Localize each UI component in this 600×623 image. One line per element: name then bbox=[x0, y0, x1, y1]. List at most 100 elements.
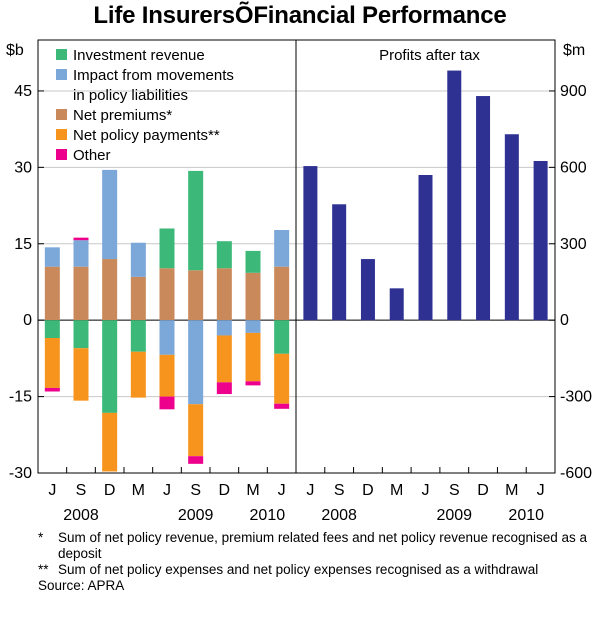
legend-label: Investment revenue bbox=[73, 47, 205, 64]
left-x-tick-label: S bbox=[76, 482, 87, 499]
right-year-label: 2010 bbox=[508, 507, 544, 524]
footnote-1-marker: * bbox=[38, 530, 44, 545]
left-bar-segment bbox=[130, 320, 146, 352]
profit-bar bbox=[533, 160, 548, 321]
right-unit-label: $m bbox=[563, 42, 585, 59]
left-bar-segment bbox=[188, 456, 204, 464]
left-bar-segment bbox=[188, 320, 204, 405]
left-bar-segment bbox=[216, 382, 232, 395]
left-bar-segment bbox=[130, 276, 146, 321]
profit-bar bbox=[360, 259, 375, 321]
left-bar-segment bbox=[159, 396, 175, 410]
legend-swatch bbox=[56, 149, 67, 160]
left-unit-label: $b bbox=[6, 42, 24, 59]
left-bar-segment bbox=[245, 332, 261, 382]
footnote-2-text: Sum of net policy expenses and net polic… bbox=[58, 562, 539, 577]
right-x-tick-label: J bbox=[306, 482, 314, 499]
left-bar-segment bbox=[102, 259, 118, 321]
right-year-label: 2008 bbox=[321, 507, 357, 524]
left-bar-segment bbox=[274, 403, 290, 409]
left-bar-segment bbox=[159, 268, 175, 321]
left-bar-segment bbox=[274, 353, 290, 404]
left-bar-segment bbox=[188, 404, 204, 457]
left-bar-segment bbox=[216, 320, 232, 336]
profit-bar bbox=[447, 70, 462, 321]
left-x-tick-label: J bbox=[163, 482, 171, 499]
left-bar-segment bbox=[73, 320, 89, 349]
legend-swatch bbox=[56, 129, 67, 140]
left-year-label: 2010 bbox=[250, 507, 286, 524]
left-x-tick-label: J bbox=[278, 482, 286, 499]
right-panel-title: Profits after tax bbox=[379, 47, 480, 64]
left-x-tick-label: M bbox=[246, 482, 259, 499]
right-x-tick-label: S bbox=[334, 482, 345, 499]
right-x-tick-label: J bbox=[537, 482, 545, 499]
legend-label: Net premiums* bbox=[73, 107, 172, 124]
left-bar-segment bbox=[130, 351, 146, 398]
right-y-tick-label: -600 bbox=[560, 465, 592, 482]
left-bar-segment bbox=[102, 320, 118, 413]
left-bar-segment bbox=[245, 381, 261, 386]
left-year-label: 2008 bbox=[63, 507, 99, 524]
footnote-1-text: Sum of net policy revenue, premium relat… bbox=[58, 530, 588, 561]
right-x-tick-label: M bbox=[505, 482, 518, 499]
left-bar-segment bbox=[274, 320, 290, 354]
right-year-label: 2009 bbox=[436, 507, 472, 524]
left-y-tick-label: 0 bbox=[23, 312, 32, 329]
profit-bar bbox=[418, 174, 433, 321]
left-bar-segment bbox=[73, 348, 89, 401]
left-bar-segment bbox=[245, 272, 261, 321]
left-bar-segment bbox=[188, 270, 204, 321]
left-bar-segment bbox=[102, 169, 118, 260]
left-y-tick-label: -30 bbox=[9, 465, 32, 482]
left-bar-segment bbox=[159, 228, 175, 269]
left-bar-segment bbox=[188, 170, 204, 271]
right-y-tick-label: 300 bbox=[560, 236, 587, 253]
bars bbox=[44, 70, 548, 472]
legend-label: Other bbox=[73, 147, 111, 164]
right-y-tick-label: 0 bbox=[560, 312, 569, 329]
legend-label: Impact from movements bbox=[73, 67, 234, 84]
right-x-tick-label: S bbox=[449, 482, 460, 499]
left-bar-segment bbox=[44, 320, 60, 339]
left-bar-segment bbox=[130, 242, 146, 277]
left-bar-segment bbox=[44, 387, 60, 392]
left-x-tick-label: S bbox=[190, 482, 201, 499]
profit-bar bbox=[303, 166, 318, 321]
chart-title: Life InsurersÕFinancial Performance bbox=[93, 2, 507, 29]
left-x-tick-label: J bbox=[48, 482, 56, 499]
left-y-tick-label: -15 bbox=[9, 389, 32, 406]
left-bar-segment bbox=[73, 240, 89, 267]
legend-swatch bbox=[56, 109, 67, 120]
legend-swatch bbox=[56, 69, 67, 80]
left-bar-segment bbox=[159, 354, 175, 397]
left-x-tick-label: M bbox=[132, 482, 145, 499]
legend-label: Net policy payments** bbox=[73, 127, 220, 144]
legend-swatch bbox=[56, 49, 67, 60]
profit-bar bbox=[389, 288, 404, 321]
left-bar-segment bbox=[159, 320, 175, 355]
footnote-2: ** Sum of net policy expenses and net po… bbox=[38, 562, 588, 578]
right-x-tick-label: D bbox=[477, 482, 489, 499]
left-bar-segment bbox=[245, 320, 261, 333]
footnote-2-marker: ** bbox=[38, 562, 49, 577]
profit-bar bbox=[504, 134, 519, 321]
left-bar-segment bbox=[216, 268, 232, 321]
profit-bar bbox=[332, 204, 347, 321]
right-y-tick-label: -300 bbox=[560, 389, 592, 406]
legend-label-cont: in policy liabilities bbox=[73, 87, 188, 104]
left-bar-segment bbox=[216, 241, 232, 269]
left-bar-segment bbox=[216, 335, 232, 383]
axis-labels: -30 -15 0 15 30 45 -600 -300 0 300 600 900 $b $m Profi… bbox=[6, 42, 592, 524]
footnotes: * Sum of net policy revenue, premium rel… bbox=[38, 530, 588, 594]
left-bar-segment bbox=[102, 412, 118, 472]
right-x-tick-label: J bbox=[422, 482, 430, 499]
left-y-tick-label: 15 bbox=[14, 236, 32, 253]
left-bar-segment bbox=[44, 266, 60, 321]
left-y-tick-label: 30 bbox=[14, 159, 32, 176]
right-x-tick-label: D bbox=[362, 482, 374, 499]
source-note: Source: APRA bbox=[38, 578, 125, 593]
right-y-tick-label: 600 bbox=[560, 159, 587, 176]
left-year-label: 2009 bbox=[178, 507, 214, 524]
